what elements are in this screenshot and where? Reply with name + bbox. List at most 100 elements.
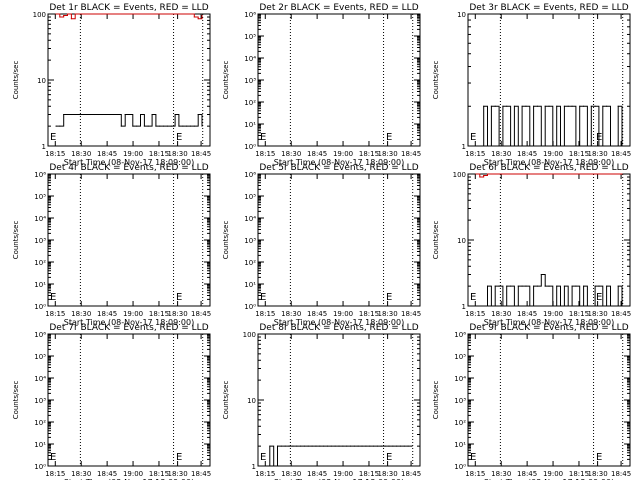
data-point — [265, 465, 267, 467]
plot-frame — [47, 173, 211, 307]
data-point — [533, 173, 535, 175]
data-point — [197, 114, 199, 116]
y-tick-label: 10² — [454, 419, 466, 427]
data-point — [536, 173, 538, 175]
x-axis-label: Start Time (08-Nov-17 18:09:00) — [484, 478, 614, 480]
data-point — [606, 173, 608, 175]
data-point — [621, 173, 623, 175]
data-point — [74, 13, 76, 15]
data-point — [602, 173, 604, 175]
data-point — [475, 145, 477, 147]
data-point — [353, 445, 355, 447]
data-point — [513, 105, 515, 107]
data-point — [567, 305, 569, 307]
data-point — [59, 125, 61, 127]
panel-det-2: Det 2r BLACK = Events, RED = LLD 10⁰ 10¹ 10… — [222, 3, 421, 167]
data-point — [483, 174, 485, 176]
panel-det-8: Det 8r BLACK = Events, RED = LLD 1 10 100 Co… — [222, 323, 421, 480]
y-tick-label: 10⁶ — [34, 331, 46, 339]
x-tick-label: 18:30 — [281, 310, 301, 318]
y-tick-label: 1 — [462, 143, 466, 151]
data-point — [571, 105, 573, 107]
x-tick-label: 18:30 — [71, 150, 91, 158]
data-point — [67, 13, 69, 15]
data-point — [506, 285, 508, 287]
data-point — [269, 445, 271, 447]
x-tick-label: 18:45 — [97, 470, 117, 478]
data-point — [544, 105, 546, 107]
data-point — [70, 18, 72, 20]
y-tick-label: 10 — [37, 77, 46, 85]
x-tick-label: 18:45 — [401, 150, 421, 158]
y-tick-label: 10⁶ — [244, 11, 256, 19]
panel-det-3: Det 3r BLACK = Events, RED = LLD 1 10 Count… — [432, 3, 631, 167]
y-tick-label: 10³ — [244, 77, 256, 85]
y-tick-label: 10¹ — [244, 281, 256, 289]
data-point — [502, 173, 504, 175]
data-point — [350, 445, 352, 447]
y-axis-label: Counts/sec — [12, 221, 20, 260]
data-point — [517, 285, 519, 287]
data-point — [517, 145, 519, 147]
y-tick-label: 10² — [244, 259, 256, 267]
data-point — [613, 145, 615, 147]
data-point — [170, 13, 172, 15]
annotation-e: E — [176, 132, 182, 143]
x-tick-label: 18:45 — [611, 150, 631, 158]
data-point — [319, 445, 321, 447]
data-point — [307, 445, 309, 447]
data-point — [533, 285, 535, 287]
data-point — [411, 445, 413, 447]
data-point — [323, 445, 325, 447]
x-tick-label: 18:30 — [281, 470, 301, 478]
y-tick-label: 10⁵ — [34, 353, 46, 361]
data-point — [544, 285, 546, 287]
data-point — [540, 173, 542, 175]
y-tick-label: 100 — [33, 11, 46, 19]
panel-title: Det 3r BLACK = Events, RED = LLD — [469, 3, 628, 13]
data-point — [143, 125, 145, 127]
x-tick-label: 18:15 — [465, 150, 485, 158]
series-line-lld — [476, 173, 622, 178]
data-point — [166, 13, 168, 15]
data-point — [296, 445, 298, 447]
x-tick-label: 18:30 — [378, 470, 398, 478]
x-tick-label: 18:45 — [191, 150, 211, 158]
data-point — [70, 114, 72, 116]
panel-det-5: Det 5r BLACK = Events, RED = LLD 10⁰ 10¹ 10… — [222, 163, 421, 327]
data-point — [498, 145, 500, 147]
data-point — [357, 445, 359, 447]
data-point — [376, 445, 378, 447]
data-point — [178, 125, 180, 127]
x-tick-label: 18:15 — [255, 310, 275, 318]
data-point — [392, 445, 394, 447]
y-axis-label: Counts/sec — [432, 381, 440, 420]
data-point — [510, 285, 512, 287]
panel-title: Det 5r BLACK = Events, RED = LLD — [259, 163, 418, 173]
data-point — [369, 445, 371, 447]
data-point — [586, 173, 588, 175]
x-axis-label: Start Time (08-Nov-17 18:09:00) — [274, 158, 404, 167]
x-tick-label: 19:00 — [123, 150, 143, 158]
data-point — [510, 145, 512, 147]
x-tick-label: 18:30 — [168, 470, 188, 478]
data-point — [136, 13, 138, 15]
data-point — [475, 305, 477, 307]
data-point — [193, 125, 195, 127]
x-tick-label: 18:30 — [588, 310, 608, 318]
data-point — [609, 305, 611, 307]
data-point — [101, 114, 103, 116]
x-tick-label: 18:15 — [569, 470, 589, 478]
data-point — [326, 445, 328, 447]
data-point — [602, 305, 604, 307]
data-point — [590, 173, 592, 175]
series-line-lld — [56, 13, 203, 20]
annotation-e: E — [176, 452, 182, 463]
x-tick-label: 18:30 — [168, 150, 188, 158]
x-tick-label: 19:00 — [543, 470, 563, 478]
x-tick-label: 18:15 — [255, 150, 275, 158]
y-tick-label: 10¹ — [34, 281, 46, 289]
data-point — [590, 105, 592, 107]
annotation-e-left: E — [470, 452, 476, 463]
data-point — [407, 445, 409, 447]
